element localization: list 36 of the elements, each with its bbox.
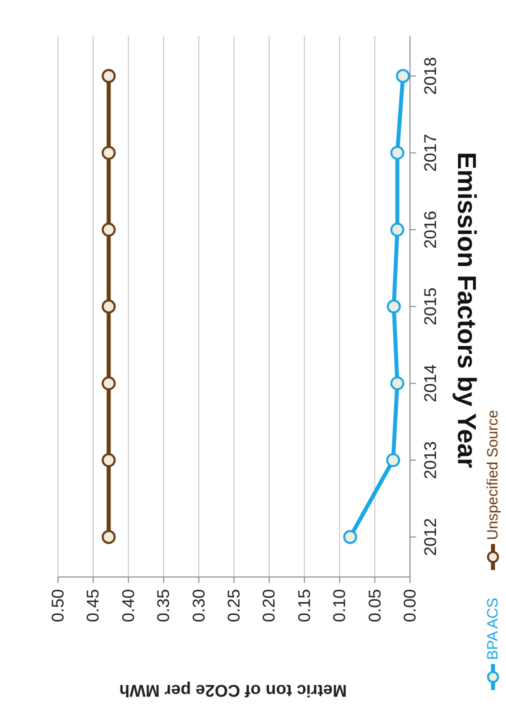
- x-tick-label: 0.45: [84, 589, 103, 622]
- point: [102, 530, 116, 544]
- x-tick-label: 0.40: [118, 589, 138, 622]
- point: [390, 222, 404, 237]
- point: [343, 530, 358, 544]
- x-tick-label: 0.15: [294, 589, 314, 622]
- x-tick-label: 0.00: [400, 589, 420, 622]
- point: [102, 222, 116, 237]
- point: [386, 300, 401, 314]
- text: Emission Factors by Year: [452, 151, 482, 470]
- x-tick-label: 0.30: [189, 589, 208, 622]
- x-tick-label: 0.50: [48, 589, 68, 622]
- x-tick-label: 0.20: [260, 589, 279, 622]
- y-tick-label: 2015: [421, 288, 440, 326]
- x-tick-label: 0.35: [154, 589, 174, 622]
- point: [390, 376, 404, 390]
- x-tick-label: 0.25: [224, 589, 244, 622]
- x-tick-label: 0.05: [365, 589, 384, 622]
- y-tick-label: 2017: [421, 134, 440, 172]
- y-tick-label: 2014: [421, 364, 440, 402]
- text: BPA ACS: [484, 598, 502, 660]
- point: [396, 69, 410, 83]
- x-tick-label: 0.10: [330, 589, 350, 622]
- point: [386, 453, 400, 468]
- point: [102, 453, 116, 468]
- y-tick-label: 2013: [421, 441, 440, 480]
- y-tick-label: 2016: [421, 210, 440, 249]
- x-axis-title: Metric ton of CO2e per MWh: [118, 680, 348, 700]
- y-tick-label: 2012: [421, 518, 440, 556]
- y-tick-label: 2018: [421, 57, 440, 95]
- point: [102, 300, 116, 314]
- point: [102, 146, 116, 160]
- point: [102, 376, 116, 390]
- point: [390, 146, 404, 160]
- point: [102, 69, 116, 83]
- text: Unspecified Source: [484, 410, 502, 540]
